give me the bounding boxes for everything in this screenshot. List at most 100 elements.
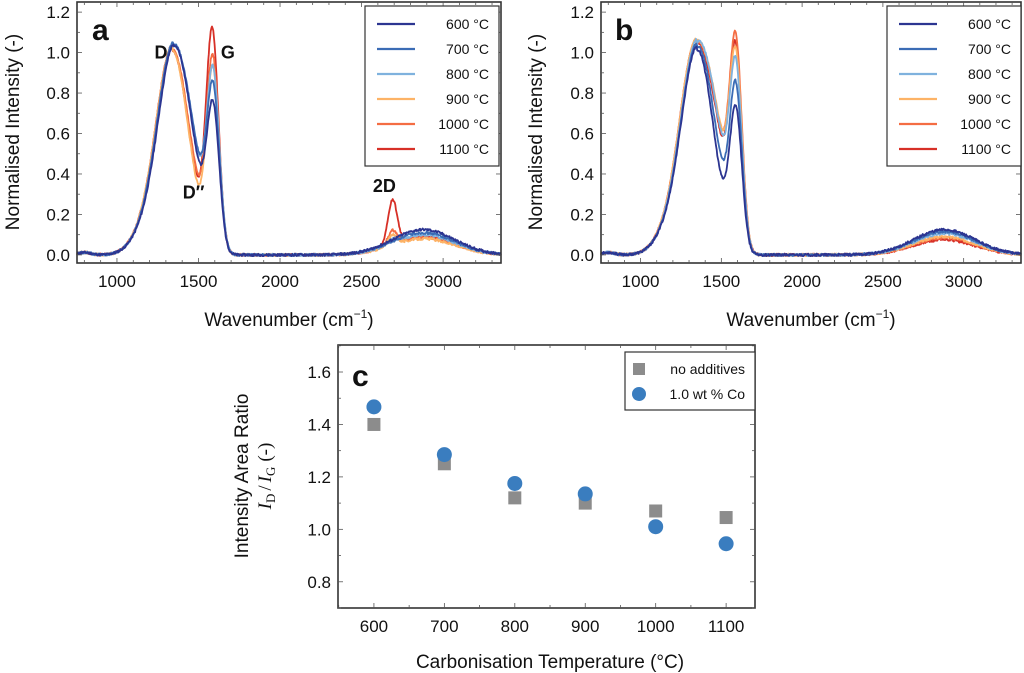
y-tick-label: 1.2 <box>46 3 70 22</box>
legend-marker-square <box>633 363 645 375</box>
panel-b-letter: b <box>615 14 633 47</box>
x-tick-label: 900 <box>571 617 599 636</box>
y-tick-label: 0.8 <box>570 84 594 103</box>
x-title-base: Wavenumber (cm <box>204 310 353 331</box>
point-co <box>718 536 734 552</box>
legend-label: 1000 °C <box>438 116 489 132</box>
y-tick-label: 0.8 <box>46 84 70 103</box>
panel-a-axes-frame <box>76 1 502 264</box>
ylabel-unit: (-) <box>255 443 276 462</box>
peak-label-2D: 2D <box>373 176 396 196</box>
y-tick-label: 0.4 <box>570 165 594 184</box>
panel-c-x-axis-title: Carbonisation Temperature (°C) <box>416 652 684 673</box>
x-tick-label: 2500 <box>864 272 902 291</box>
peak-label-G: G <box>221 43 235 63</box>
x-tick-label: 700 <box>430 617 458 636</box>
x-title-base: Wavenumber (cm <box>726 310 875 331</box>
point-no-additives <box>719 511 733 525</box>
legend-label: no additives <box>670 361 745 377</box>
y-tick-label: 1.0 <box>46 44 70 63</box>
legend-marker-circle <box>632 387 646 401</box>
panel-c-ticks: 600 700 800 900 1000 1100 0.8 1.0 1.2 1.4 1.6 <box>307 345 755 636</box>
y-tick-label: 0.0 <box>570 246 594 265</box>
x-tick-label: 1500 <box>180 272 218 291</box>
panel-b-ticks: 1000 1500 2000 2500 3000 0.0 0.2 0.4 0.6 0.8 1.0 1.… <box>570 2 1021 291</box>
ylabel-sub-G: G <box>263 467 278 476</box>
x-tick-label: 3000 <box>945 272 983 291</box>
panel-a-legend: 600 °C 700 °C 800 °C 900 °C 1000 °C 1100 °C <box>364 5 500 167</box>
point-no-additives <box>649 504 663 518</box>
panel-c-y-axis-title-line1: Intensity Area Ratio <box>232 394 253 559</box>
legend-label: 600 °C <box>968 16 1011 32</box>
panel-c: 600 700 800 900 1000 1100 0.8 1.0 1.2 1.4 1.6 c In… <box>232 344 756 673</box>
y-tick-label: 1.2 <box>570 3 594 22</box>
legend-label: 800 °C <box>968 66 1011 82</box>
x-tick-label: 1100 <box>708 617 745 636</box>
panel-c-points <box>366 399 734 552</box>
legend-label: 700 °C <box>446 41 489 57</box>
panel-c-legend: no additives 1.0 wt % Co <box>624 351 756 411</box>
legend-label: 1100 °C <box>439 141 489 157</box>
y-tick-label: 1.0 <box>570 44 594 63</box>
y-tick-label: 1.6 <box>307 363 331 382</box>
ylabel-I-D: I <box>255 501 276 510</box>
legend-label: 1.0 wt % Co <box>670 386 746 402</box>
legend-label: 1000 °C <box>960 116 1011 132</box>
y-tick-label: 1.4 <box>307 415 331 434</box>
panel-b: 1000 1500 2000 2500 3000 0.0 0.2 0.4 0.6 0.8 1.0 1.… <box>526 1 1022 331</box>
legend-box <box>886 5 1022 167</box>
legend-box <box>624 351 756 411</box>
y-tick-label: 0.8 <box>307 573 331 592</box>
y-tick-label: 0.2 <box>46 205 70 224</box>
peak-label-D: D <box>154 43 167 63</box>
x-tick-label: 1000 <box>637 617 675 636</box>
ylabel-slash: / <box>255 485 276 491</box>
y-tick-label: 0.2 <box>570 205 594 224</box>
y-tick-label: 0.6 <box>46 125 70 144</box>
point-co <box>648 519 664 535</box>
legend-label: 800 °C <box>446 66 489 82</box>
legend-label: 900 °C <box>968 91 1011 107</box>
y-tick-label: 0.0 <box>46 246 70 265</box>
x-tick-label: 1000 <box>98 272 136 291</box>
x-tick-label: 600 <box>360 617 388 636</box>
y-tick-label: 0.6 <box>570 125 594 144</box>
y-tick-label: 1.0 <box>307 520 331 539</box>
spectrum-line-600C <box>600 45 1022 257</box>
legend-label: 700 °C <box>968 41 1011 57</box>
point-co <box>436 447 452 463</box>
x-title-sup: −1 <box>354 307 368 321</box>
x-title-end: ) <box>367 310 373 331</box>
legend-label: 1100 °C <box>961 141 1011 157</box>
point-co <box>577 486 593 502</box>
point-no-additives <box>367 417 381 431</box>
panel-a-letter: a <box>92 14 109 47</box>
point-co <box>366 399 382 415</box>
panel-b-y-axis-title: Normalised Intensity (-) <box>526 34 547 230</box>
ylabel-sub-D: D <box>263 494 278 503</box>
panel-a-y-axis-title: Normalised Intensity (-) <box>3 34 24 230</box>
legend-label: 600 °C <box>446 16 489 32</box>
x-tick-label: 2000 <box>783 272 821 291</box>
spectrum-line-600C <box>76 43 502 257</box>
panel-b-x-axis-title: Wavenumber (cm−1) <box>726 307 895 331</box>
panel-a-ticks: 1000 1500 2000 2500 3000 0.0 0.2 0.4 0.6 0.8 1.0 1.… <box>46 2 501 291</box>
x-tick-label: 3000 <box>424 272 462 291</box>
panel-a: 1000 1500 2000 2500 3000 0.0 0.2 0.4 0.6 0.8 1.0 1.… <box>3 1 502 331</box>
ylabel-I-G: I <box>255 474 276 483</box>
y-tick-label: 1.2 <box>307 468 331 487</box>
x-tick-label: 2000 <box>261 272 299 291</box>
legend-box <box>364 5 500 167</box>
panel-a-x-axis-title: Wavenumber (cm−1) <box>204 307 373 331</box>
panel-c-y-axis-title-line2: ID/IG(-) <box>255 443 278 511</box>
panel-c-letter: c <box>352 360 369 393</box>
panel-b-legend: 600 °C 700 °C 800 °C 900 °C 1000 °C 1100 °C <box>886 5 1022 167</box>
panel-b-curves <box>600 29 1022 257</box>
x-title-end: ) <box>889 310 895 331</box>
x-tick-label: 2500 <box>343 272 381 291</box>
point-co <box>507 475 523 491</box>
x-title-sup: −1 <box>876 307 890 321</box>
panel-a-annotations: D G D′′ 2D <box>154 43 395 203</box>
legend-label: 900 °C <box>446 91 489 107</box>
point-no-additives <box>508 491 522 505</box>
